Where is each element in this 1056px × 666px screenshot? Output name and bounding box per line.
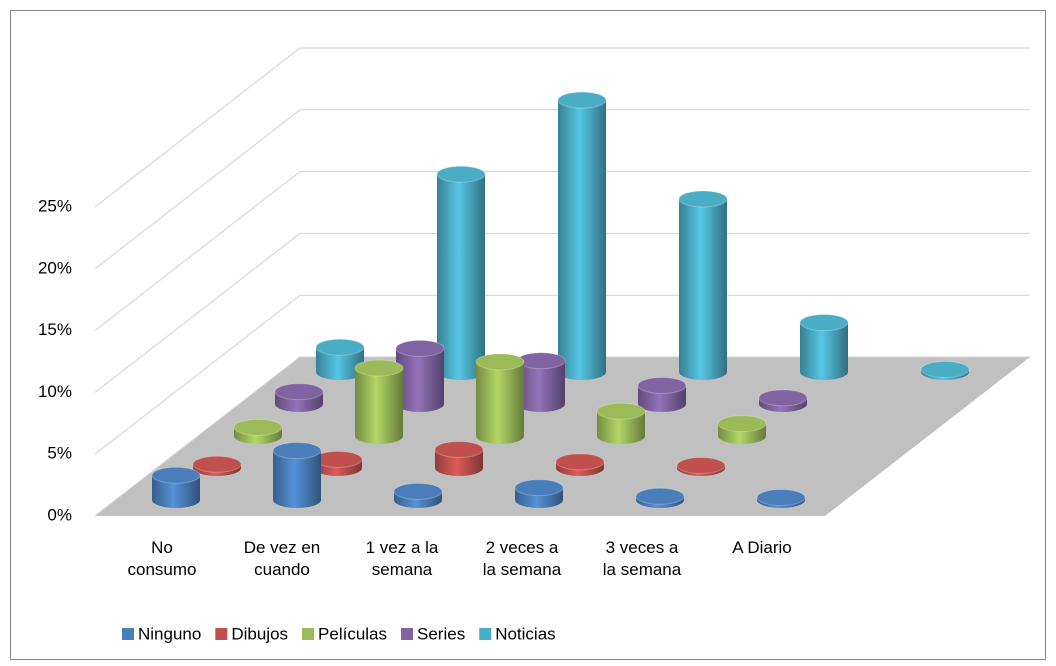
grid-line <box>94 171 1030 331</box>
cylinder-top <box>434 440 484 458</box>
cylinder-top <box>272 442 322 460</box>
cylinder-body <box>396 348 444 412</box>
chart-border <box>10 10 1046 660</box>
x-tick-label: 2 veces a la semana <box>482 538 562 579</box>
legend-label: Ninguno <box>138 624 201 643</box>
grid-line <box>94 294 1030 455</box>
y-tick-label: 5% <box>47 444 72 463</box>
cylinder-top <box>676 457 726 475</box>
cylinder-body <box>476 361 524 444</box>
cylinder-top <box>436 165 486 183</box>
x-tick-label: 3 veces a la semana <box>602 538 682 579</box>
cylinder-body <box>517 360 565 412</box>
cylinder-top <box>758 389 808 407</box>
axis-line <box>94 356 301 517</box>
legend-swatch <box>215 628 228 640</box>
cylinder-body <box>558 100 606 380</box>
cylinder-top <box>555 453 605 471</box>
cylinder-body <box>355 368 403 444</box>
x-tick-label: 1 vez a la semana <box>365 538 439 579</box>
grid-line <box>94 47 1030 208</box>
cylinder-body <box>437 174 485 380</box>
cylinder-body <box>800 322 848 380</box>
legend-swatch <box>479 628 492 640</box>
y-tick-label: 15% <box>38 320 72 339</box>
legend-swatch <box>302 628 315 640</box>
cylinder-body <box>273 450 321 508</box>
legend-swatch <box>122 628 134 640</box>
x-tick-label: No consumo <box>127 538 197 579</box>
y-tick-label: 20% <box>38 258 72 277</box>
cylinder-top <box>596 402 646 420</box>
cylinder-top <box>678 190 728 208</box>
legend-label: Dibujos <box>231 624 288 643</box>
cylinder-top <box>395 339 445 357</box>
cylinder-top <box>354 359 404 377</box>
cylinder-body <box>597 411 645 444</box>
cylinder-top <box>393 482 443 500</box>
grid-line <box>94 109 1030 270</box>
cylinder-body <box>316 347 364 380</box>
legend-swatch <box>401 628 414 640</box>
x-tick-label: De vez en cuando <box>243 538 321 579</box>
cylinder-top <box>151 466 201 484</box>
cylinder-top <box>799 314 849 332</box>
y-tick-label: 0% <box>47 505 72 524</box>
y-tick-label: 25% <box>38 196 72 215</box>
cylinder-top <box>756 489 806 507</box>
cylinder-top <box>635 487 685 505</box>
cylinder-top <box>192 455 242 473</box>
cylinder-top <box>274 383 324 401</box>
cylinder-top <box>313 450 363 468</box>
x-tick-label: A Diario <box>732 538 792 557</box>
cylinder-top <box>315 338 365 356</box>
cylinder-body <box>679 198 727 380</box>
cylinder-top <box>920 361 970 379</box>
cylinder-top <box>717 415 767 433</box>
cylinder-top <box>514 479 564 497</box>
cylinder-body <box>152 475 200 508</box>
cylinder-top <box>475 353 525 371</box>
cylinder-top <box>557 91 607 109</box>
legend-label: Noticias <box>495 624 555 643</box>
legend-label: Series <box>417 624 465 643</box>
cylinder-top <box>637 376 687 394</box>
legend-label: Películas <box>318 624 387 643</box>
cylinder-top <box>233 418 283 436</box>
grid-line <box>94 232 1030 393</box>
y-tick-label: 10% <box>38 382 72 401</box>
